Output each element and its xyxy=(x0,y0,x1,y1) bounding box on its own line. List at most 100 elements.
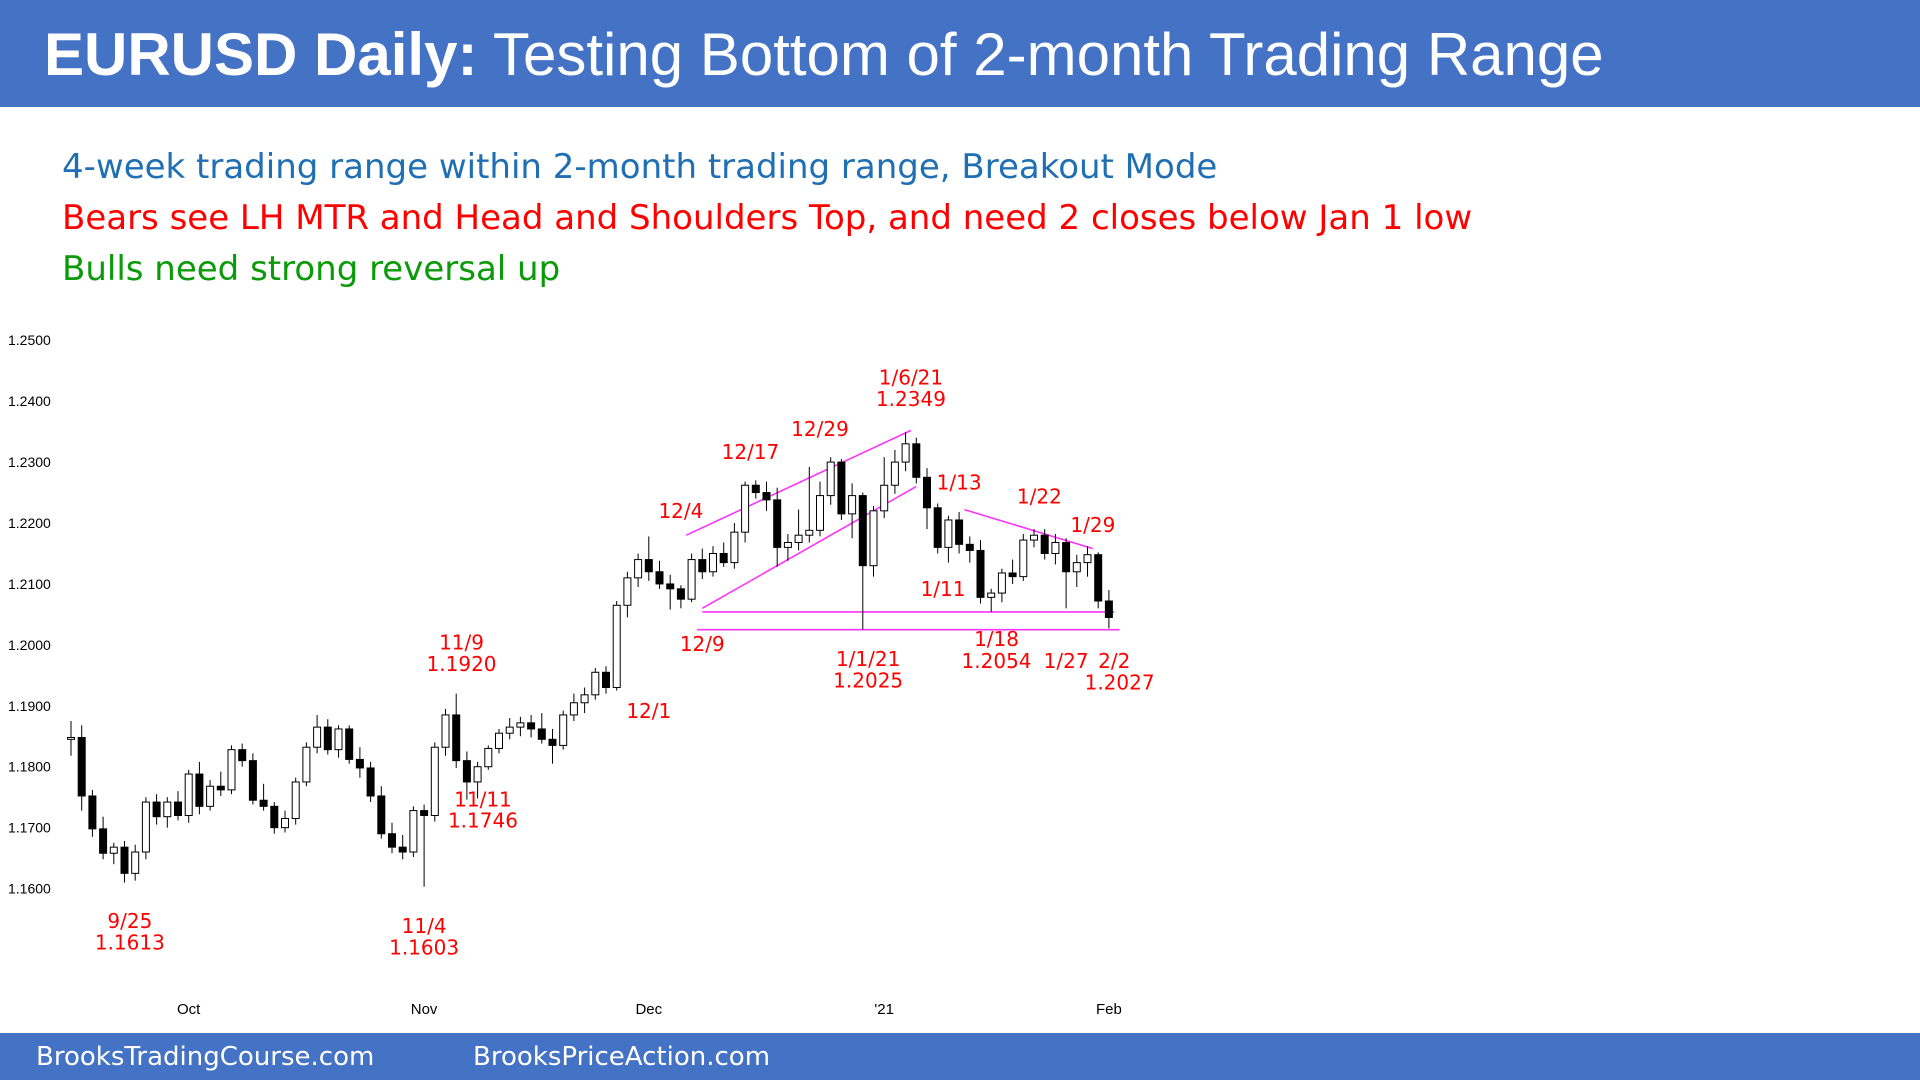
bear-candle xyxy=(1008,572,1017,578)
price-annotation: 11/11 xyxy=(454,787,512,811)
price-annotation: 1.2027 xyxy=(1085,670,1155,694)
bull-candle xyxy=(869,510,878,567)
trendline xyxy=(964,508,1094,550)
bull-candle xyxy=(816,495,824,531)
price-annotation: 2/2 xyxy=(1098,649,1130,673)
bull-candle xyxy=(848,495,857,515)
bear-candle xyxy=(676,588,685,600)
bull-candle xyxy=(944,519,953,548)
y-tick-label: 1.2200 xyxy=(8,515,51,531)
bull-candle xyxy=(997,572,1006,594)
x-tick-label: Dec xyxy=(635,1001,662,1018)
bull-candle xyxy=(880,484,889,512)
bull-candle xyxy=(591,671,600,696)
x-tick-label: Nov xyxy=(411,1001,438,1018)
bear-candle xyxy=(923,476,931,509)
bull-candle xyxy=(441,714,450,748)
bull-candle xyxy=(131,851,140,874)
bull-candle xyxy=(484,747,493,768)
bull-candle xyxy=(495,732,503,749)
bear-candle xyxy=(120,846,129,874)
bull-candle xyxy=(1051,542,1060,554)
bull-candle xyxy=(109,846,118,854)
bull-candle xyxy=(826,461,835,497)
bull-candle xyxy=(291,781,300,820)
bull-candle xyxy=(741,484,750,533)
title-rest: Testing Bottom of 2-month Trading Range xyxy=(493,21,1604,88)
bear-candle xyxy=(323,726,332,751)
bear-candle xyxy=(548,738,557,746)
price-annotation: 12/29 xyxy=(791,417,849,441)
bear-candle xyxy=(345,728,354,760)
price-annotation: 1/27 xyxy=(1044,649,1089,673)
y-tick-label: 1.1900 xyxy=(8,698,51,714)
note-line-2: Bears see LH MTR and Head and Shoulders … xyxy=(62,198,1473,238)
bear-candle xyxy=(88,795,97,830)
bear-candle xyxy=(366,767,375,797)
footer-link-tradingcourse[interactable]: BrooksTradingCourse.com xyxy=(36,1042,375,1072)
bear-candle xyxy=(99,828,108,854)
bear-candle xyxy=(174,801,182,816)
bull-candle xyxy=(334,728,343,751)
y-tick-label: 1.2300 xyxy=(8,454,51,470)
bear-candle xyxy=(858,495,867,567)
title-bar: EURUSD Daily: Testing Bottom of 2-month … xyxy=(0,0,1920,107)
bear-candle xyxy=(1094,554,1103,602)
bear-candle xyxy=(259,799,268,807)
bear-candle xyxy=(527,722,536,730)
bull-candle xyxy=(634,559,643,579)
price-annotation: 1.2349 xyxy=(876,387,946,411)
note-line-1: 4-week trading range within 2-month trad… xyxy=(62,147,1218,187)
bear-candle xyxy=(270,805,279,829)
price-annotation: 1/18 xyxy=(974,627,1019,651)
bear-candle xyxy=(644,559,653,573)
bear-candle xyxy=(238,749,247,762)
bull-candle xyxy=(730,531,739,564)
bear-candle xyxy=(462,760,471,783)
bear-candle xyxy=(1040,534,1049,554)
price-annotation: 1.1613 xyxy=(95,931,165,955)
price-annotation: 12/9 xyxy=(680,632,725,656)
bull-candle xyxy=(67,736,75,740)
bull-candle xyxy=(709,552,717,573)
bull-candle xyxy=(687,559,696,600)
bear-candle xyxy=(452,714,461,762)
bull-candle xyxy=(794,534,803,544)
bear-candle xyxy=(602,671,610,689)
y-tick-label: 1.2100 xyxy=(8,576,51,592)
y-tick-label: 1.2400 xyxy=(8,393,51,409)
trendline xyxy=(685,429,912,536)
bull-candle xyxy=(580,694,589,704)
bear-candle xyxy=(1062,542,1071,573)
bull-candle xyxy=(1030,534,1038,541)
bear-candle xyxy=(398,846,407,853)
bear-candle xyxy=(377,795,386,835)
bull-candle xyxy=(783,542,792,548)
bear-candle xyxy=(77,736,86,797)
bear-candle xyxy=(216,785,225,791)
footer-bar: BrooksTradingCourse.com BrooksPriceActio… xyxy=(0,1033,1920,1080)
bull-candle xyxy=(559,714,568,746)
bear-candle xyxy=(976,549,985,598)
bear-candle xyxy=(666,583,675,590)
price-annotation: 1/1/21 xyxy=(836,647,900,671)
bear-candle xyxy=(965,543,974,551)
footer-link-priceaction[interactable]: BrooksPriceAction.com xyxy=(473,1042,771,1072)
price-annotation: 1/13 xyxy=(937,471,982,495)
y-tick-label: 1.1600 xyxy=(8,881,51,897)
bear-candle xyxy=(719,552,728,564)
candlestick-chart: 1.2500 1.2400 1.2300 1.2200 1.2100 1.2000 1.19… xyxy=(8,332,1155,1018)
bear-candle xyxy=(773,499,782,548)
bull-candle xyxy=(281,818,289,829)
bear-candle xyxy=(762,492,771,501)
y-tick-label: 1.1700 xyxy=(8,820,51,836)
bull-candle xyxy=(1072,562,1081,573)
y-tick-label: 1.2000 xyxy=(8,637,51,653)
page-title: EURUSD Daily: Testing Bottom of 2-month … xyxy=(44,20,1604,89)
bear-candle xyxy=(837,461,846,515)
bull-candle xyxy=(505,726,514,734)
bull-candle xyxy=(409,810,418,853)
y-tick-label: 1.2500 xyxy=(8,332,51,348)
bull-candle xyxy=(987,592,996,598)
price-annotation: 1.2054 xyxy=(962,649,1032,673)
